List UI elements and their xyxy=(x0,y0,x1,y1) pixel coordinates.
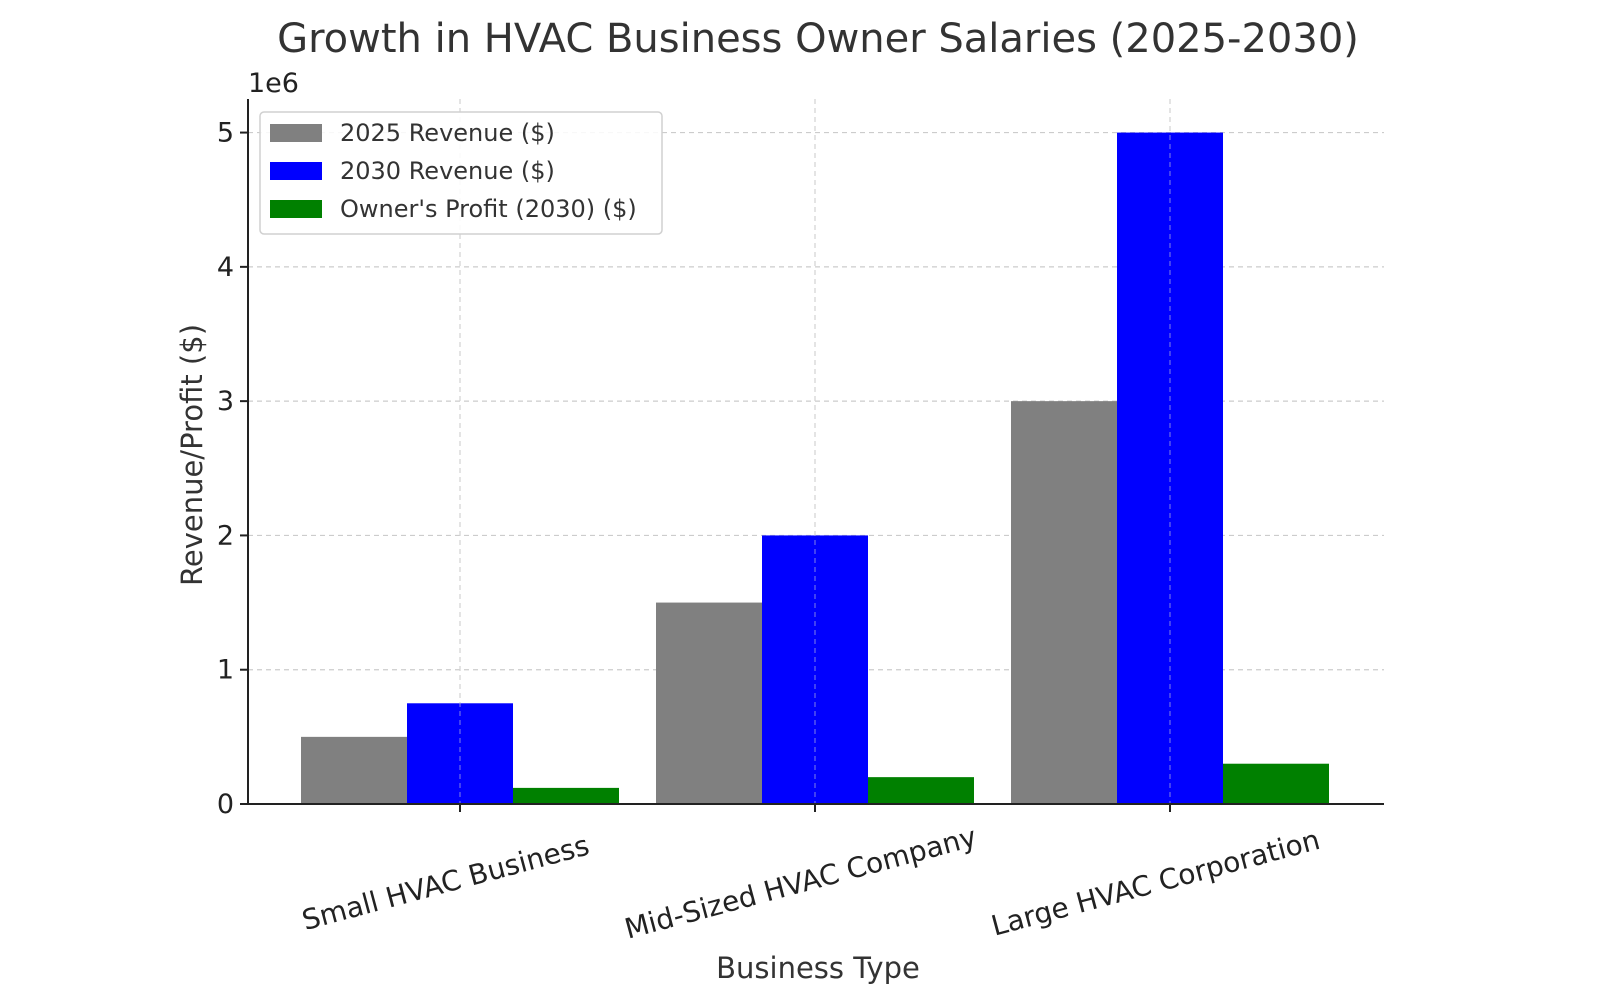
x-tick-label: Small HVAC Business xyxy=(298,829,592,937)
y-tick-label: 3 xyxy=(217,386,234,417)
y-tick-label: 0 xyxy=(217,789,234,820)
legend-swatch xyxy=(270,162,322,180)
bar xyxy=(407,703,513,804)
legend-label: 2025 Revenue ($) xyxy=(340,119,555,147)
legend-swatch xyxy=(270,200,322,218)
bar xyxy=(1011,401,1117,804)
y-tick-label: 5 xyxy=(217,118,234,149)
bar xyxy=(868,777,974,804)
legend: 2025 Revenue ($) 2030 Revenue ($) Owner's … xyxy=(259,111,663,235)
bars xyxy=(301,99,1329,805)
legend-label: 2030 Revenue ($) xyxy=(340,157,555,185)
x-tick-label: Mid-Sized HVAC Company xyxy=(621,820,980,946)
y-axis-offset-label: 1e6 xyxy=(248,68,299,99)
legend-swatch xyxy=(270,124,322,142)
x-axis-label: Business Type xyxy=(716,951,920,985)
chart-title: Growth in HVAC Business Owner Salaries (… xyxy=(277,16,1359,62)
x-tick-label: Large HVAC Corporation xyxy=(988,823,1324,943)
axes xyxy=(240,99,1384,812)
legend-box xyxy=(259,111,663,235)
bar xyxy=(656,602,762,804)
bar xyxy=(1223,763,1329,804)
legend-label: Owner's Profit (2030) ($) xyxy=(340,195,637,223)
y-tick-label: 4 xyxy=(217,252,234,283)
y-tick-label: 1 xyxy=(217,655,234,686)
bar xyxy=(513,787,619,804)
y-axis-label: Revenue/Profit ($) xyxy=(175,324,209,586)
y-tick-label: 2 xyxy=(217,520,234,551)
bar xyxy=(301,736,407,804)
